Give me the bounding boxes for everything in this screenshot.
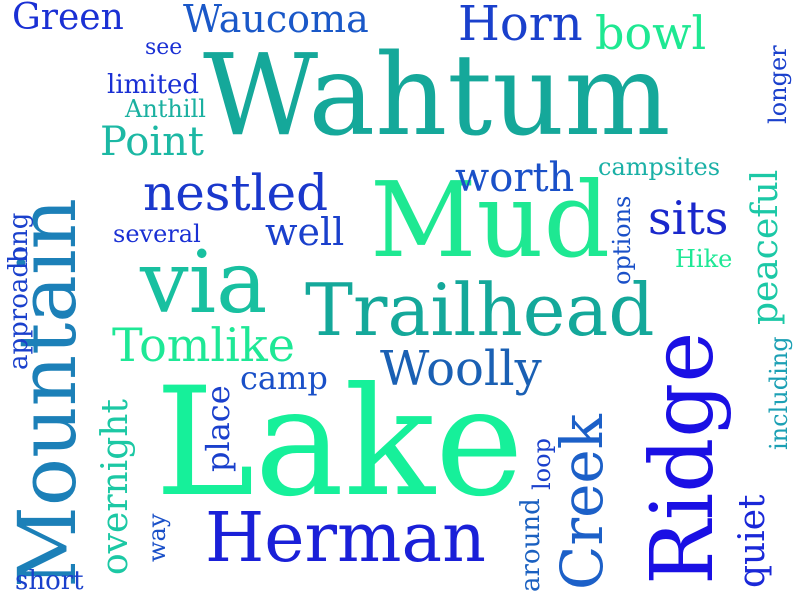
word-peaceful: peaceful [745,169,786,325]
word-sits: sits [648,191,729,245]
word-anthill: Anthill [125,95,206,123]
word-lake: Lake [155,356,524,530]
word-longer: longer [764,45,792,124]
word-around: around [516,498,546,592]
word-nestled: nestled [143,164,329,222]
word-hike: Hike [675,245,733,273]
word-green: Green [12,0,124,38]
word-woolly: Woolly [380,341,542,397]
word-via: via [140,233,268,333]
word-waucoma: Waucoma [183,0,369,41]
word-quiet: quiet [732,494,773,588]
word-tomlike: Tomlike [112,318,295,372]
word-approach: approach [4,246,34,370]
word-see: see [145,35,183,60]
word-including: including [765,336,793,450]
word-campsites: campsites [598,153,721,181]
word-short: short [15,566,84,596]
word-wahtum: Wahtum [203,31,671,161]
word-creek: Creek [548,414,616,590]
word-options: options [608,195,636,285]
word-trailhead: Trailhead [305,268,655,352]
word-point: Point [100,119,205,165]
word-bowl: bowl [595,6,707,60]
word-worth: worth [455,155,575,201]
word-limited: limited [107,70,200,100]
word-overnight: overnight [95,399,136,575]
word-herman: Herman [205,499,486,578]
word-camp: camp [240,359,328,397]
word-way: way [143,513,171,562]
word-horn: Horn [458,0,583,52]
word-ridge: Ridge [633,331,733,585]
word-mud: Mud [370,159,611,281]
word-well: well [265,210,345,254]
word-loop: loop [528,438,556,490]
word-place: place [199,385,237,472]
word-several: several [113,220,201,248]
